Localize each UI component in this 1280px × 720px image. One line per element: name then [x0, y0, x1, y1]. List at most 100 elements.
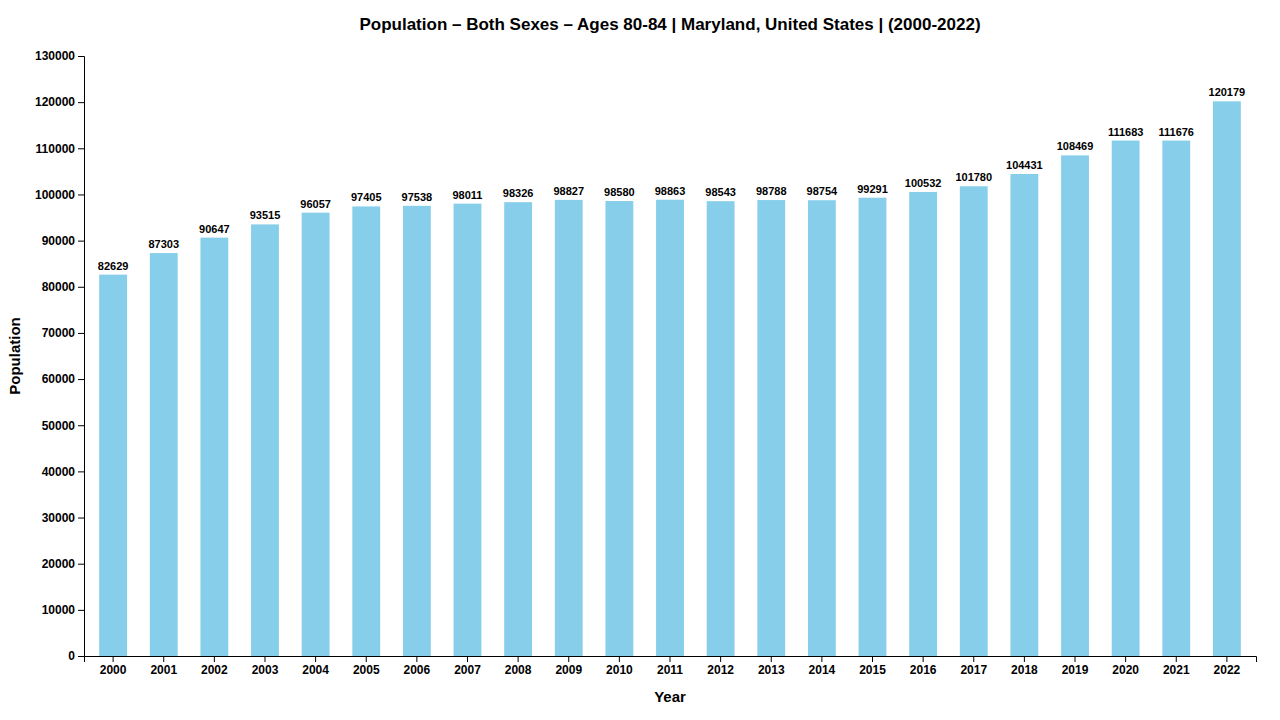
y-tick-mark [78, 379, 84, 380]
data-label: 108469 [1057, 140, 1094, 152]
y-tick-label: 30000 [42, 511, 76, 525]
y-tick-label: 120000 [35, 95, 75, 109]
chart-title: Population – Both Sexes – Ages 80-84 | M… [359, 15, 980, 34]
y-tick: 90000 [42, 234, 84, 248]
x-tick: 2008 [505, 656, 532, 677]
x-tick-label: 2000 [100, 663, 127, 677]
bar [960, 186, 988, 656]
y-tick-label: 130000 [35, 49, 75, 63]
data-label: 98580 [604, 186, 635, 198]
x-tick-label: 2009 [555, 663, 582, 677]
y-tick-label: 50000 [42, 419, 76, 433]
bar [808, 200, 836, 656]
data-label: 97538 [402, 191, 433, 203]
x-axis-line [85, 657, 1257, 663]
x-tick-label: 2022 [1214, 663, 1241, 677]
bar [150, 253, 178, 656]
y-tick: 40000 [42, 465, 84, 479]
data-label: 104431 [1006, 159, 1043, 171]
x-tick: 2006 [404, 656, 431, 677]
y-tick: 0 [68, 649, 84, 663]
y-tick-label: 10000 [42, 603, 76, 617]
y-tick-mark [78, 471, 84, 472]
bar [859, 198, 887, 656]
bar [200, 238, 228, 656]
x-tick-mark [315, 656, 316, 662]
bar [656, 200, 684, 656]
data-label: 97405 [351, 191, 382, 203]
x-tick: 2015 [859, 656, 886, 677]
y-tick-label: 70000 [42, 326, 76, 340]
x-tick: 2017 [960, 656, 987, 677]
bar [1112, 141, 1140, 656]
bar [909, 192, 937, 656]
bar [302, 213, 330, 656]
x-tick-mark [1075, 656, 1076, 662]
x-tick: 2021 [1163, 656, 1190, 677]
x-axis-title: Year [654, 688, 686, 705]
x-tick-mark [1176, 656, 1177, 662]
bar [605, 201, 633, 656]
y-tick-mark [78, 148, 84, 149]
data-label: 98754 [807, 185, 838, 197]
x-tick: 2020 [1112, 656, 1139, 677]
bar [251, 224, 279, 656]
data-label: 98011 [453, 189, 483, 201]
x-tick-mark [568, 656, 569, 662]
x-tick-label: 2017 [960, 663, 987, 677]
data-label: 87303 [148, 238, 179, 250]
data-label: 96057 [300, 198, 331, 210]
data-label: 93515 [250, 209, 281, 221]
x-tick: 2011 [657, 656, 683, 677]
x-tick: 2010 [606, 656, 633, 677]
y-tick-mark [78, 56, 84, 57]
y-tick-label: 110000 [36, 142, 76, 156]
data-label: 90647 [199, 223, 230, 235]
bar [1061, 155, 1089, 656]
data-label: 82629 [98, 260, 129, 272]
y-tick: 100000 [35, 188, 84, 202]
y-tick-label: 0 [68, 649, 75, 663]
x-tick-label: 2020 [1112, 663, 1139, 677]
x-tick: 2005 [353, 656, 380, 677]
x-tick-mark [1024, 656, 1025, 662]
y-tick: 60000 [42, 372, 84, 386]
x-tick: 2013 [758, 656, 785, 677]
y-axis-title: Population [6, 317, 23, 395]
x-tick-label: 2016 [910, 663, 937, 677]
x-tick: 2012 [707, 656, 734, 677]
y-tick: 20000 [42, 557, 84, 571]
y-tick-mark [78, 518, 84, 519]
data-label: 98863 [655, 185, 686, 197]
y-tick: 50000 [42, 419, 84, 433]
bar [1213, 101, 1241, 656]
x-tick: 2018 [1011, 656, 1038, 677]
x-tick-label: 2018 [1011, 663, 1038, 677]
y-axis: 0100002000030000400005000060000700008000… [35, 49, 85, 663]
x-tick: 2022 [1214, 656, 1241, 677]
x-tick-label: 2005 [353, 663, 380, 677]
bar [504, 202, 532, 656]
x-tick-mark [416, 656, 417, 662]
x-tick-label: 2007 [454, 663, 481, 677]
x-tick-mark [1226, 656, 1227, 662]
bar [1162, 141, 1190, 656]
y-tick: 70000 [42, 326, 84, 340]
bar [454, 204, 482, 656]
x-tick-label: 2002 [201, 663, 228, 677]
x-tick: 2002 [201, 656, 228, 677]
x-tick: 2014 [809, 656, 836, 677]
y-tick-mark [78, 241, 84, 242]
x-tick-label: 2021 [1163, 663, 1190, 677]
x-tick-label: 2010 [606, 663, 633, 677]
y-tick-mark [78, 194, 84, 195]
y-tick: 120000 [35, 95, 84, 109]
data-label: 98543 [705, 186, 736, 198]
data-label: 120179 [1209, 86, 1246, 98]
y-tick-mark [78, 333, 84, 334]
chart-svg: 2000200120022003200420052006200720082009… [0, 0, 1280, 720]
y-tick-mark [78, 425, 84, 426]
x-tick-mark [518, 656, 519, 662]
x-tick-label: 2006 [404, 663, 431, 677]
x-tick-label: 2013 [758, 663, 785, 677]
